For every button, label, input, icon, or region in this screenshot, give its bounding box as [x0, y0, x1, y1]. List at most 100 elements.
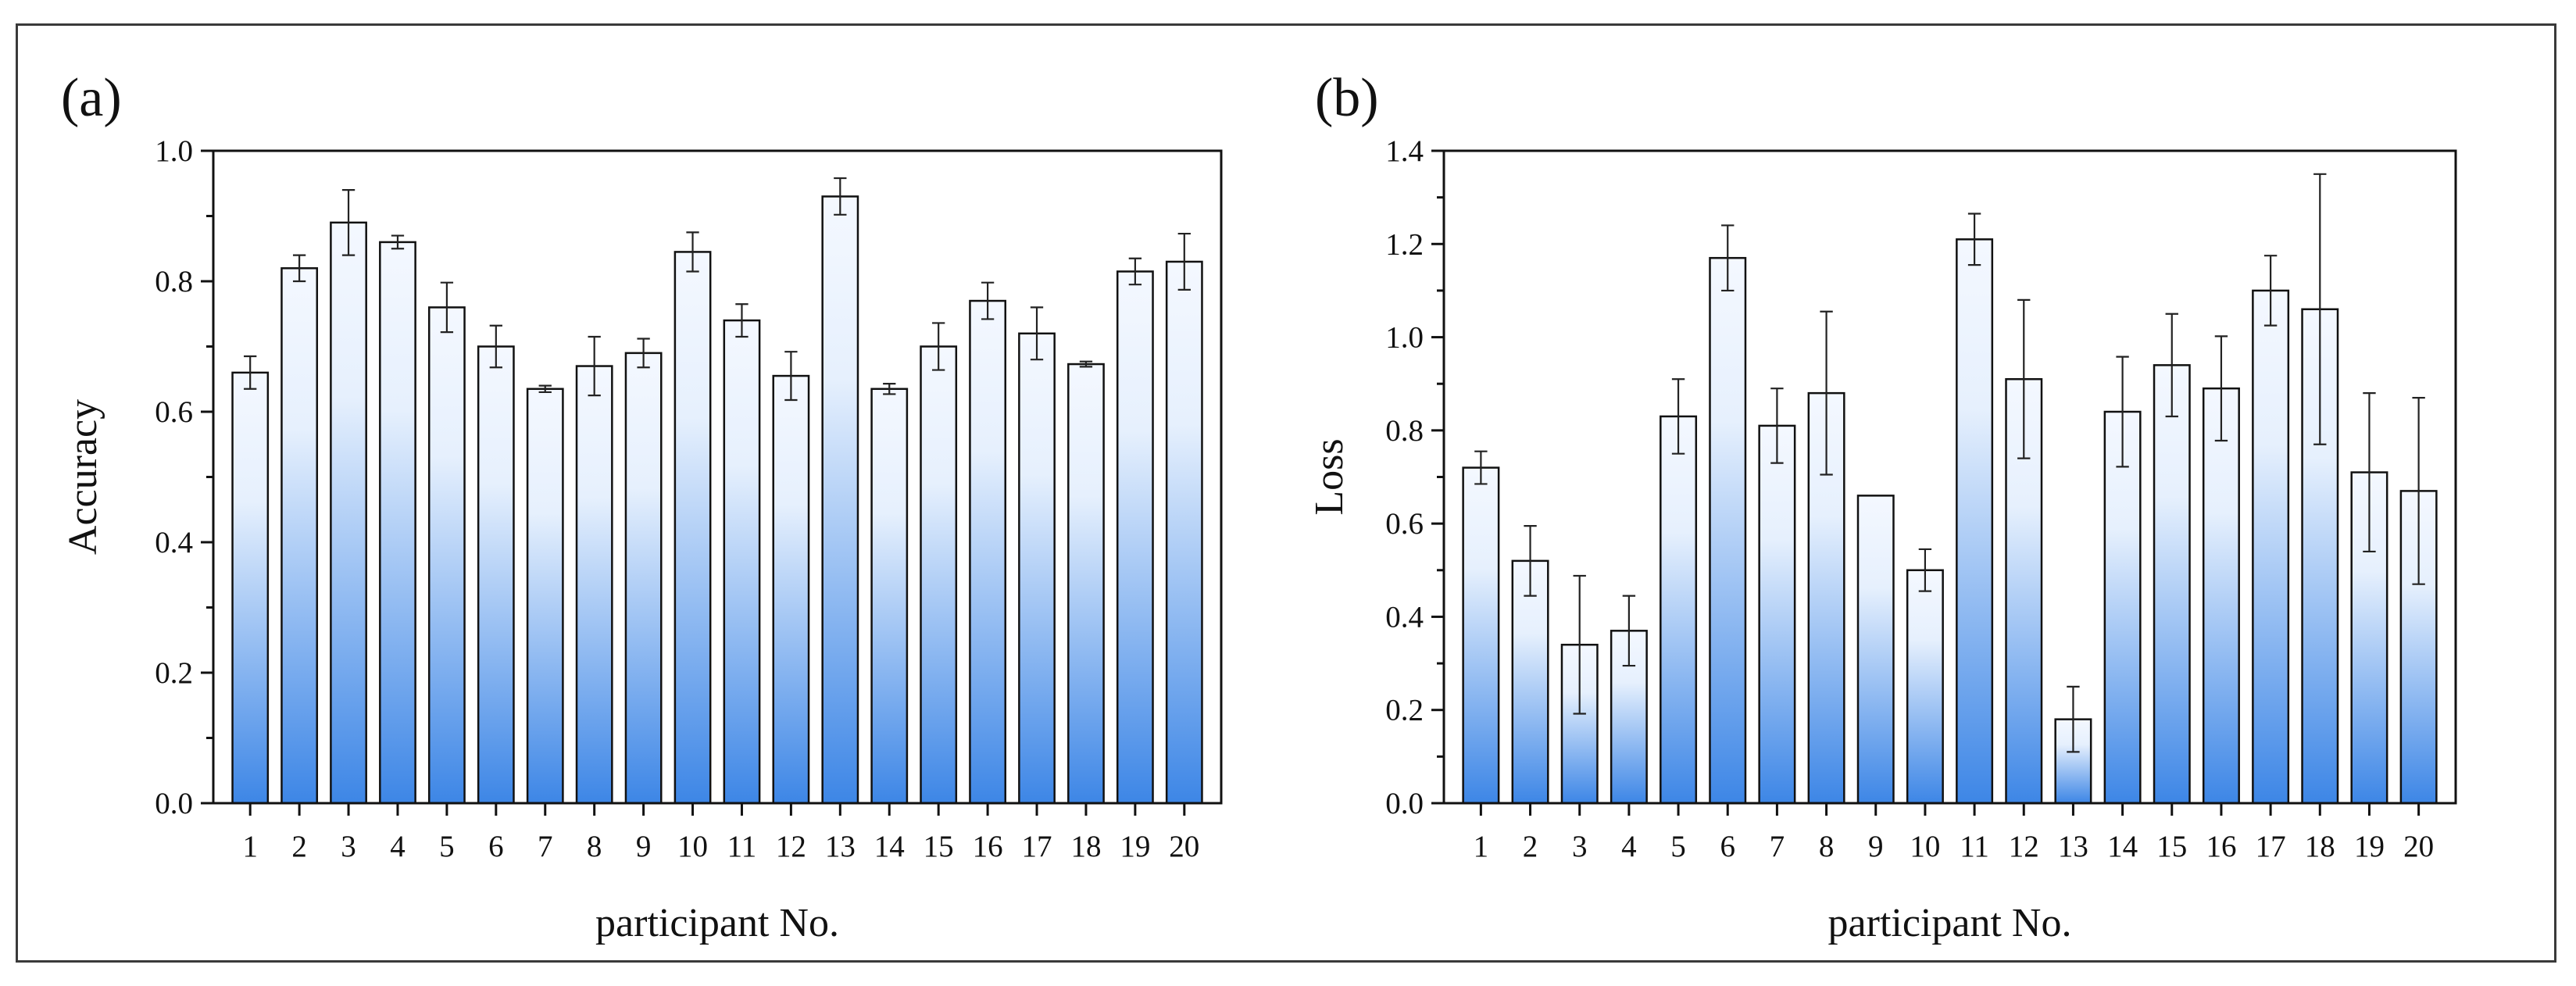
- bar-participant-11: [723, 319, 761, 805]
- bar-participant-9: [1856, 495, 1895, 805]
- error-bar-participant-20: [1177, 232, 1191, 291]
- y-axis-title: Loss: [1307, 438, 1352, 515]
- bar-participant-15: [920, 345, 958, 805]
- x-tick-label: 11: [727, 830, 757, 863]
- bar-participant-1: [231, 371, 270, 805]
- error-bar-participant-4: [1622, 595, 1636, 667]
- x-tick-label: 10: [1910, 830, 1940, 863]
- error-bar-participant-16: [2214, 335, 2228, 442]
- bar-participant-3: [330, 221, 367, 805]
- error-bar-participant-12: [784, 351, 798, 402]
- error-bar-participant-18: [1079, 360, 1093, 368]
- bar-participant-6: [477, 345, 515, 805]
- error-bar-participant-16: [981, 281, 995, 320]
- error-bar-participant-8: [588, 335, 601, 397]
- x-tick-label: 5: [1670, 830, 1686, 863]
- error-bar-participant-3: [1573, 574, 1586, 715]
- x-tick-label: 19: [2354, 830, 2385, 863]
- x-tick-label: 1: [1474, 830, 1489, 863]
- error-bar-participant-6: [1721, 224, 1735, 292]
- error-bar-participant-6: [489, 324, 502, 369]
- x-tick-label: 20: [2403, 830, 2434, 863]
- bar-participant-2: [280, 267, 319, 805]
- bar-participant-14: [870, 388, 909, 805]
- panel-label: (b): [1315, 68, 1379, 128]
- error-bar-participant-11: [735, 303, 749, 338]
- x-tick-label: 14: [2107, 830, 2138, 863]
- x-tick-label: 19: [1120, 830, 1150, 863]
- error-bar-participant-14: [883, 382, 896, 395]
- error-bar-participant-9: [637, 338, 650, 369]
- error-bar-participant-20: [2412, 397, 2425, 585]
- bar-participant-1: [1462, 466, 1500, 805]
- error-bar-participant-5: [440, 281, 454, 334]
- x-tick-label: 20: [1169, 830, 1199, 863]
- x-axis-title: participant No.: [595, 901, 839, 945]
- error-bar-participant-7: [538, 384, 552, 394]
- chart-panel-b: (b)0.00.20.40.60.81.01.21.41 2 3 4 5 6 7 8 9 10 11…: [1307, 68, 2457, 945]
- error-bar-participant-5: [1671, 378, 1685, 455]
- x-tick-label: 13: [2058, 830, 2088, 863]
- x-tick-label: 15: [924, 830, 954, 863]
- error-bar-participant-12: [2017, 298, 2031, 459]
- y-tick-label: 0.6: [155, 395, 193, 429]
- bar-participant-8: [575, 365, 613, 805]
- figure-canvas: (a)0.00.20.40.60.81.01 2 3 4 5 6 7 8 9 10 11 12 13 14…: [61, 68, 2457, 945]
- bar-participant-4: [379, 241, 416, 805]
- x-tick-label: 16: [2206, 830, 2236, 863]
- bar-participant-19: [1116, 270, 1154, 805]
- bar-participant-20: [1165, 260, 1203, 805]
- error-bar-participant-14: [2116, 355, 2129, 468]
- y-tick-label: 0.8: [1385, 414, 1424, 448]
- y-tick-label: 1.4: [1385, 134, 1424, 168]
- error-bar-participant-19: [2363, 392, 2376, 553]
- x-axis-title: participant No.: [1828, 901, 2072, 945]
- y-axis-title: Accuracy: [61, 399, 105, 555]
- bar-participant-14: [2103, 410, 2142, 805]
- bar-participant-7: [526, 388, 564, 805]
- x-tick-label: 4: [1621, 830, 1637, 863]
- y-tick-label: 1.2: [1385, 227, 1424, 261]
- y-tick-label: 0.2: [155, 656, 193, 690]
- y-tick-label: 0.0: [155, 787, 193, 820]
- y-tick-label: 0.0: [1385, 787, 1424, 820]
- bar-participant-10: [1906, 569, 1944, 805]
- y-tick-label: 1.0: [1385, 321, 1424, 355]
- x-tick-label: 7: [1770, 830, 1785, 863]
- error-bar-participant-4: [391, 234, 405, 250]
- bar-participant-15: [2153, 364, 2191, 805]
- bar-participant-2: [1511, 559, 1549, 805]
- bar-participant-6: [1709, 256, 1747, 805]
- error-bar-participant-18: [2313, 173, 2327, 445]
- x-tick-label: 5: [439, 830, 455, 863]
- panel-label: (a): [61, 68, 122, 128]
- error-bar-participant-7: [1770, 388, 1784, 464]
- bar-participant-5: [1660, 415, 1698, 805]
- bar-participant-12: [772, 374, 810, 805]
- x-tick-label: 2: [291, 830, 307, 863]
- x-tick-label: 1: [242, 830, 258, 863]
- bar-participant-17: [1018, 332, 1056, 805]
- x-tick-label: 17: [2256, 830, 2286, 863]
- x-tick-label: 12: [776, 830, 806, 863]
- y-tick-label: 0.4: [1385, 600, 1424, 634]
- bar-participant-16: [969, 299, 1007, 805]
- error-bar-participant-15: [932, 322, 945, 371]
- bar-participant-9: [624, 352, 663, 805]
- bar-participant-10: [673, 251, 712, 805]
- bar-participant-16: [2202, 387, 2240, 805]
- y-tick-label: 0.2: [1385, 694, 1424, 727]
- error-bar-participant-13: [2067, 685, 2080, 753]
- error-bar-participant-2: [292, 254, 306, 283]
- y-tick-label: 0.8: [155, 265, 193, 298]
- x-tick-label: 8: [587, 830, 602, 863]
- bar-participant-7: [1758, 424, 1796, 805]
- chart-panel-a: (a)0.00.20.40.60.81.01 2 3 4 5 6 7 8 9 10 11 12 13 14…: [61, 68, 1223, 945]
- error-bar-participant-10: [686, 231, 699, 273]
- error-bar-participant-1: [244, 355, 257, 390]
- x-tick-label: 11: [1960, 830, 1989, 863]
- bar-participant-5: [427, 306, 466, 805]
- x-tick-label: 4: [390, 830, 405, 863]
- x-tick-label: 3: [1572, 830, 1588, 863]
- x-tick-label: 9: [636, 830, 652, 863]
